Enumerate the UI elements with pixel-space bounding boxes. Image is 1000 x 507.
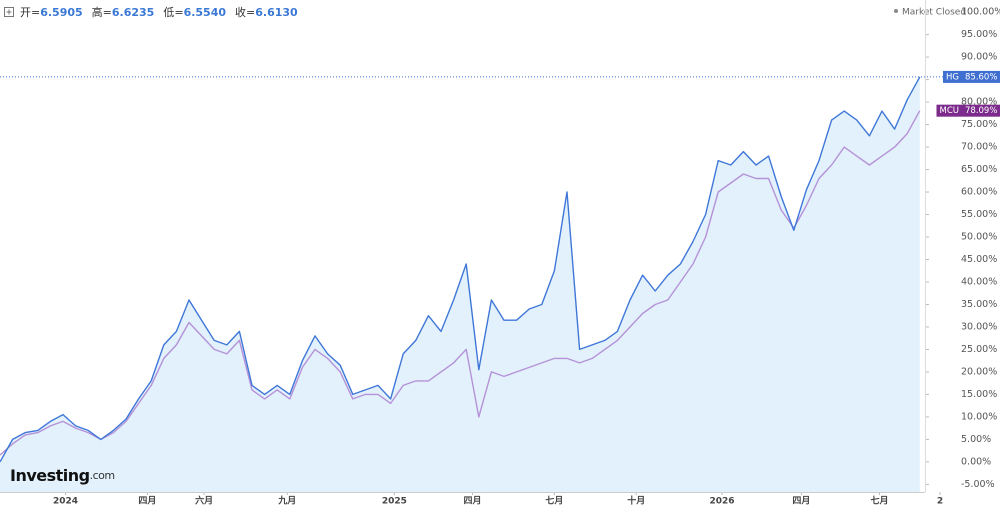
header-label: 低= [163,6,183,19]
y-tick-label: 10.00% [961,411,997,422]
x-tick-label: 2024 [53,497,78,507]
y-tick-label: 30.00% [961,321,997,332]
market-status: Market Closed [902,8,966,18]
y-tick-label: 35.00% [961,299,997,310]
logo: Investing.com [10,466,115,485]
y-tick-label: 45.00% [961,254,997,265]
value-tag: 85.60% [965,72,997,82]
y-tick-label: 60.00% [961,187,997,198]
x-tick-label: 2 [937,497,943,507]
area [0,76,920,493]
plot-area [0,76,921,493]
header-value: 6.6235 [112,6,154,19]
header-label: 高= [92,5,112,19]
logo-suffix: .com [90,469,115,482]
y-tick-label: 0.00% [961,456,991,467]
legend-name: MCU [940,106,960,116]
x-tick-label: 四月 [138,496,156,507]
y-tick-label: 40.00% [961,276,997,287]
y-tick-label: 70.00% [961,142,997,153]
x-tick-label: 六月 [195,495,213,507]
header-label: 收= [235,5,255,19]
logo-brand: Investing [10,466,90,485]
value-tag-box [962,104,1000,117]
value-tag-box [962,70,1000,83]
header-value: 6.6130 [255,6,298,19]
x-tick-label: 2026 [709,497,734,507]
y-tick-label: 100.00% [961,7,1000,18]
header-value: 6.5540 [184,6,227,19]
y-tick-label: 20.00% [961,366,997,377]
header-label: 开= [20,6,40,19]
series-line [0,76,921,463]
y-tick-label: 90.00% [961,52,997,63]
y-tick-label: 80.00% [961,97,997,108]
x-tick-label: 七月 [870,495,888,507]
value-tag: 78.09% [965,106,997,116]
header-icon [4,7,14,17]
x-tick-label: 九月 [277,495,296,507]
legend-name-box [943,70,962,83]
x-tick-label: 十月 [627,495,645,507]
y-tick-label: 50.00% [961,232,997,243]
x-tick-label: 四月 [792,496,810,507]
y-tick-label: 25.00% [961,344,997,355]
y-tick-label: 95.00% [961,29,997,40]
x-tick-label: 2025 [382,497,407,507]
legend-name-box [936,104,962,117]
y-tick-label: 75.00% [961,119,997,130]
y-tick-label: 65.00% [961,164,997,175]
legend-name: HG [946,72,959,82]
x-tick-label: 七月 [545,495,563,507]
y-tick-label: 55.00% [961,209,997,220]
y-tick-label: -5.00% [961,479,995,490]
y-tick-label: 5.00% [961,434,991,445]
status-dot [894,9,898,13]
series-line [0,110,921,456]
y-tick-label: 15.00% [961,389,997,400]
x-tick-label: 四月 [463,496,481,507]
header-value: 6.5905 [40,6,82,19]
